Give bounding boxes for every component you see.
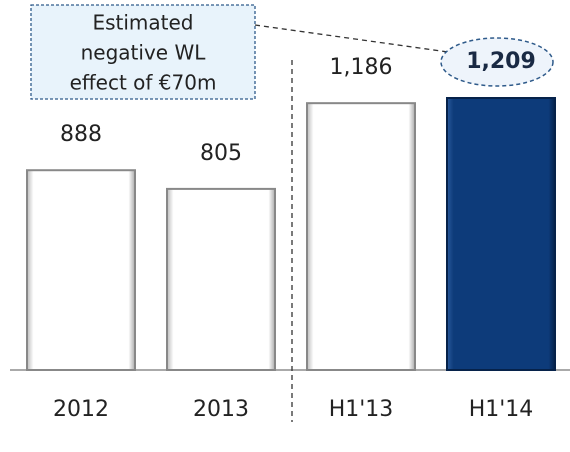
highlight-ellipse	[440, 37, 554, 87]
value-label: 888	[60, 122, 102, 147]
value-label: 1,186	[330, 55, 393, 80]
bar	[306, 102, 416, 371]
bar	[26, 169, 136, 371]
bar	[446, 97, 556, 371]
value-label: 1,209	[466, 49, 536, 74]
annotation-box	[30, 4, 256, 100]
annotation-text: negative WL	[81, 41, 207, 65]
bar	[166, 187, 276, 371]
x-tick-label: H1'13	[329, 397, 394, 422]
x-tick-label: 2013	[193, 397, 249, 422]
annotation-text: Estimated	[92, 11, 193, 35]
x-tick-label: H1'14	[469, 397, 534, 422]
value-label: 805	[200, 141, 242, 166]
x-tick-label: 2012	[53, 397, 109, 422]
annotation-text: effect of €70m	[70, 71, 217, 95]
callout-line	[254, 24, 449, 53]
